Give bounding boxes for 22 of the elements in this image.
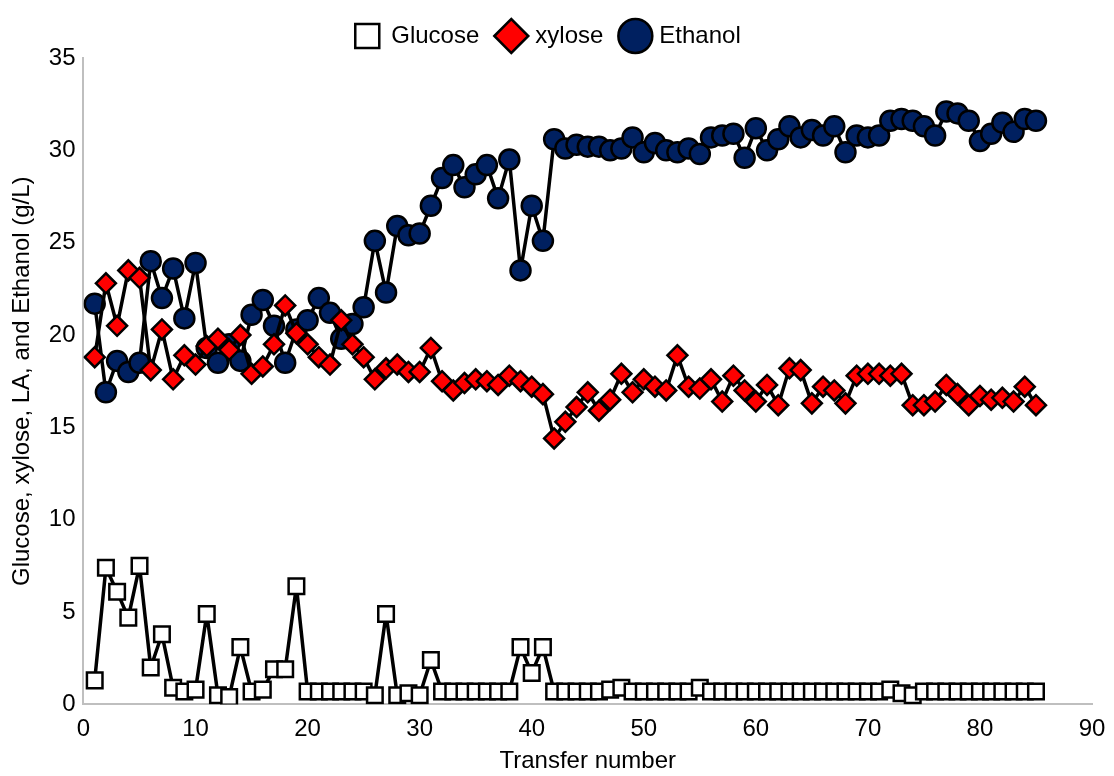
y-tick-label: 15 <box>48 412 76 439</box>
x-tick-label: 80 <box>966 714 994 742</box>
x-tick-label: 50 <box>630 714 658 742</box>
legend-label: Ethanol <box>659 20 741 48</box>
x-tick-label: 30 <box>406 714 434 742</box>
x-tick-label: 20 <box>294 714 321 742</box>
y-tick-label: 0 <box>62 689 76 717</box>
y-tick-label: 25 <box>48 227 76 255</box>
legend-label: xylose <box>535 20 604 48</box>
x-tick-label: 70 <box>854 714 882 742</box>
y-axis-title: Glucose, xylose, LA, and Ethanol (g/L) <box>7 176 35 586</box>
x-axis-title: Transfer number <box>499 746 677 774</box>
x-tick-label: 10 <box>182 714 209 742</box>
y-tick-label: 35 <box>48 42 76 70</box>
y-tick-label: 5 <box>62 596 76 624</box>
legend-label: Glucose <box>391 20 480 48</box>
y-tick-label: 10 <box>48 504 76 532</box>
x-tick-label: 90 <box>1078 714 1106 742</box>
x-tick-label: 60 <box>742 714 770 742</box>
y-tick-label: 30 <box>48 134 76 162</box>
y-tick-label: 20 <box>48 319 76 347</box>
x-tick-label: 40 <box>518 714 546 742</box>
